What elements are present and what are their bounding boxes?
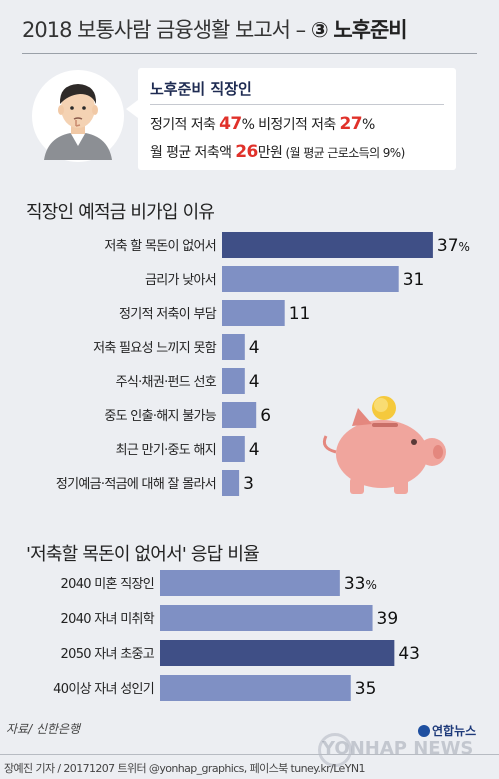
chart1-value-label: 3 (243, 474, 254, 494)
footer-divider (0, 754, 499, 755)
yonhap-watermark-icon (318, 733, 352, 767)
chart1-bar (222, 300, 285, 326)
monthly-savings-note: (월 평균 근로소득의 9%) (282, 146, 405, 160)
chart1-category-label: 중도 인출·해지 불가능 (104, 409, 216, 424)
chart1-value-label: 4 (249, 372, 260, 392)
source-note: 자료/ 신한은행 (6, 722, 81, 736)
response-rate-bar-chart: 2040 미혼 직장인 33% 2040 자녀 미취학 39 2050 자녀 초중고 43… (53, 570, 420, 701)
chart1-title: 직장인 예적금 비가입 이유 (26, 202, 215, 223)
chart2-category-label: 40이상 자녀 성인기 (53, 682, 154, 697)
chart1-category-label: 저축 필요성 느끼지 못함 (93, 341, 217, 356)
chart2-title: '저축할 목돈이 없어서' 응답 비율 (26, 544, 260, 565)
chart1-category-label: 정기적 저축이 부담 (119, 307, 217, 322)
chart2-category-label: 2040 미혼 직장인 (61, 577, 154, 592)
chart1-value-label: 4 (249, 338, 260, 358)
savings-ratio-line: 정기적 저축 47% 비정기적 저축 27% (150, 114, 375, 134)
chart1-bar (222, 368, 245, 394)
chart1-bar (222, 402, 257, 428)
info-box: 노후준비 직장인 정기적 저축 47% 비정기적 저축 27% 월 평균 저축액… (126, 68, 456, 170)
title-prefix: 2018 보통사람 금융생활 보고서 – (22, 18, 306, 42)
office-worker-avatar (30, 68, 126, 164)
chart1-bar (222, 470, 240, 496)
chart2-value-label: 35 (355, 679, 377, 699)
chart1-bar (222, 436, 245, 462)
header-divider (22, 53, 477, 54)
chart1-bar (222, 334, 245, 360)
chart1-value-label: 31 (403, 270, 425, 290)
chart1-category-label: 최근 만기·중도 해지 (116, 443, 216, 458)
chart1-category-label: 정기예금·적금에 대해 잘 몰라서 (56, 477, 216, 492)
chart2-category-label: 2050 자녀 초중고 (61, 647, 155, 662)
piggy-bank-illustration (322, 396, 446, 494)
page-title: 2018 보통사람 금융생활 보고서 – ③ 노후준비 (22, 14, 408, 44)
chart1-bar (222, 266, 399, 292)
yonhap-watermark: YONHAP NEWS (322, 738, 474, 759)
chart2-value-label: 33% (344, 574, 377, 594)
monthly-savings-label: 월 평균 저축액 (150, 145, 236, 161)
credit-line: 장예진 기자 / 20171207 트위터 @yonhap_graphics, … (4, 762, 365, 775)
regular-savings-percent: % (241, 117, 255, 133)
monthly-savings-value: 26 (235, 142, 258, 162)
chart2-bar (160, 675, 351, 701)
chart2-bar (160, 605, 373, 631)
chart1-category-label: 저축 할 목돈이 없어서 (104, 239, 216, 254)
regular-savings-value: 47 (219, 114, 242, 134)
chart2-value-label: 39 (377, 609, 399, 629)
yonhap-logo-text: 연합뉴스 (432, 724, 477, 738)
chart1-value-label: 11 (289, 304, 311, 324)
title-number: ③ (310, 18, 329, 42)
avatar-icon (32, 70, 124, 162)
irregular-savings-percent: % (361, 117, 375, 133)
chart1-value-label: 4 (249, 440, 260, 460)
yonhap-logo-icon (418, 725, 430, 737)
monthly-savings-line: 월 평균 저축액 26만원 (월 평균 근로소득의 9%) (150, 142, 405, 162)
info-divider (150, 104, 444, 105)
irregular-savings-value: 27 (339, 114, 363, 134)
chart1-bar (222, 232, 433, 258)
info-title: 노후준비 직장인 (150, 80, 252, 98)
chart2-category-label: 2040 자녀 미취학 (61, 612, 155, 627)
chart2-value-label: 43 (398, 644, 420, 664)
chart1-value-label: 6 (260, 406, 271, 426)
yonhap-logo: 연합뉴스 (418, 722, 476, 739)
chart1-category-label: 금리가 낮아서 (145, 273, 216, 288)
title-topic: 노후준비 (333, 18, 407, 42)
irregular-savings-label: 비정기적 저축 (254, 117, 340, 133)
chart2-bar (160, 640, 395, 666)
regular-savings-label: 정기적 저축 (150, 117, 220, 133)
chart2-bar (160, 570, 340, 596)
piggy-bank-icon (336, 420, 428, 488)
chart1-category-label: 주식·채권·펀드 선호 (116, 375, 217, 390)
monthly-savings-unit: 만원 (257, 145, 283, 161)
chart1-value-label: 37% (437, 236, 470, 256)
reasons-bar-chart: 저축 할 목돈이 없어서 37% 금리가 낮아서 31 정기적 저축이 부담 11 저축 필… (56, 232, 470, 496)
